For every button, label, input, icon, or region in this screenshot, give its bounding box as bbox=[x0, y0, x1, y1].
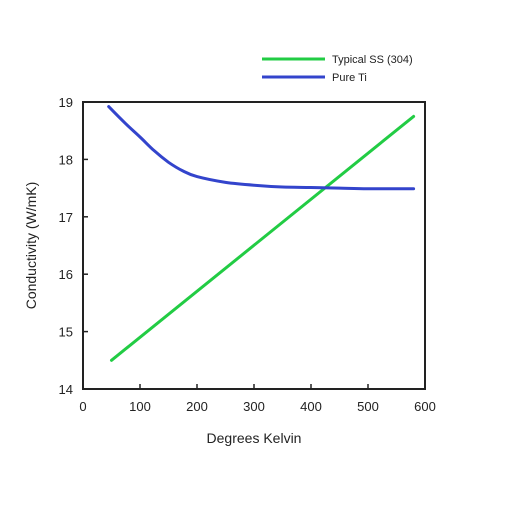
y-tick-label: 14 bbox=[59, 382, 73, 397]
x-tick-label: 500 bbox=[357, 399, 379, 414]
x-tick-label: 400 bbox=[300, 399, 322, 414]
y-axis-label: Conductivity (W/mK) bbox=[23, 182, 39, 310]
x-tick-label: 100 bbox=[129, 399, 151, 414]
y-tick-label: 19 bbox=[59, 95, 73, 110]
series-line-typical-ss-304 bbox=[110, 114, 416, 362]
x-axis-label: Degrees Kelvin bbox=[207, 430, 302, 446]
y-tick-label: 18 bbox=[59, 152, 73, 167]
x-tick-label: 300 bbox=[243, 399, 265, 414]
x-tick-label: 200 bbox=[186, 399, 208, 414]
series-line-pure-ti bbox=[107, 105, 416, 191]
legend-label: Typical SS (304) bbox=[332, 54, 413, 66]
legend: Typical SS (304) Pure Ti bbox=[262, 54, 413, 84]
x-tick-label: 600 bbox=[414, 399, 436, 414]
y-tick-label: 17 bbox=[59, 210, 73, 225]
y-tick-label: 15 bbox=[59, 325, 73, 340]
x-tick-label: 0 bbox=[79, 399, 86, 414]
legend-label: Pure Ti bbox=[332, 72, 367, 84]
y-tick-label: 16 bbox=[59, 267, 73, 282]
